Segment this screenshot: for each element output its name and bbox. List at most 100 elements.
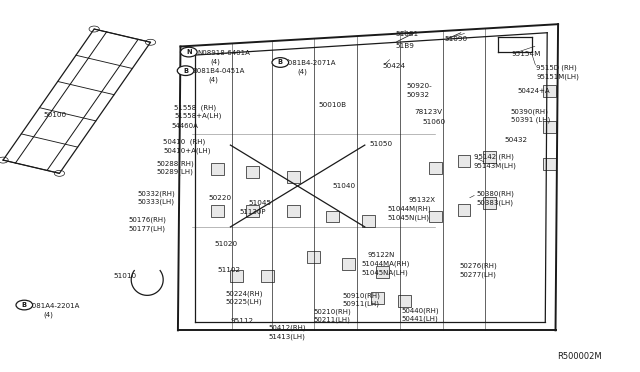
Text: 95112: 95112 <box>230 318 253 324</box>
Text: 50277(LH): 50277(LH) <box>460 271 497 278</box>
Text: 50177(LH): 50177(LH) <box>128 225 165 232</box>
Circle shape <box>177 66 194 76</box>
Text: 50210(RH): 50210(RH) <box>314 308 351 315</box>
Text: 50412(RH): 50412(RH) <box>269 325 307 331</box>
Text: 50288(RH): 50288(RH) <box>157 160 195 167</box>
Text: B081A4-2201A: B081A4-2201A <box>27 303 79 309</box>
Bar <box>362 215 375 227</box>
Text: 51413(LH): 51413(LH) <box>269 333 306 340</box>
Text: 95143M(LH): 95143M(LH) <box>474 162 516 169</box>
Text: N08918-6401A: N08918-6401A <box>197 50 250 56</box>
Text: 51044M(RH): 51044M(RH) <box>387 206 431 212</box>
Text: 50424: 50424 <box>383 63 406 69</box>
Bar <box>246 205 259 217</box>
Text: 51558+A(LH): 51558+A(LH) <box>174 113 221 119</box>
Text: 50332(RH): 50332(RH) <box>138 190 175 197</box>
Text: 50220: 50220 <box>208 195 231 201</box>
Bar <box>543 121 556 133</box>
Text: 50390(RH): 50390(RH) <box>511 108 548 115</box>
Text: 95132X: 95132X <box>408 197 435 203</box>
Bar <box>429 211 442 222</box>
Text: 50440(RH): 50440(RH) <box>402 307 440 314</box>
Bar <box>483 151 496 163</box>
Bar <box>376 266 389 278</box>
Text: 9515D (RH): 9515D (RH) <box>536 64 577 71</box>
Text: 51102: 51102 <box>218 267 241 273</box>
Text: 50010B: 50010B <box>319 102 347 108</box>
Text: 50932: 50932 <box>406 92 429 98</box>
Text: (4): (4) <box>44 311 53 318</box>
Bar <box>326 211 339 222</box>
Text: 50380(RH): 50380(RH) <box>477 191 515 198</box>
Text: 95142 (RH): 95142 (RH) <box>474 154 513 160</box>
Text: 50424+A: 50424+A <box>517 88 550 94</box>
Text: 50410+A(LH): 50410+A(LH) <box>163 147 211 154</box>
Text: 51045: 51045 <box>248 200 271 206</box>
Text: 50432: 50432 <box>504 137 527 142</box>
Text: 50441(LH): 50441(LH) <box>402 316 438 323</box>
Bar <box>261 270 274 282</box>
Bar <box>287 205 300 217</box>
Text: 95151M(LH): 95151M(LH) <box>536 73 579 80</box>
Text: 51010: 51010 <box>114 273 137 279</box>
Text: 51045NA(LH): 51045NA(LH) <box>362 269 408 276</box>
Text: 51090: 51090 <box>445 36 468 42</box>
Text: 51050: 51050 <box>369 141 392 147</box>
Text: 51020: 51020 <box>214 241 237 247</box>
Text: 50410  (RH): 50410 (RH) <box>163 139 205 145</box>
Text: 51060: 51060 <box>422 119 445 125</box>
Circle shape <box>272 58 289 67</box>
Text: B: B <box>22 302 27 308</box>
Text: 95154M: 95154M <box>512 51 541 57</box>
Bar <box>246 166 259 178</box>
Text: (4): (4) <box>298 68 307 75</box>
Text: (4): (4) <box>208 77 218 83</box>
Bar <box>211 205 224 217</box>
Bar <box>342 258 355 270</box>
Text: 51558  (RH): 51558 (RH) <box>174 105 216 111</box>
Bar <box>307 251 320 263</box>
Circle shape <box>180 47 197 57</box>
Bar <box>230 270 243 282</box>
Text: 50391 (LH): 50391 (LH) <box>511 116 550 123</box>
Text: 50176(RH): 50176(RH) <box>128 217 166 224</box>
Text: B: B <box>278 60 283 65</box>
Text: 51044MA(RH): 51044MA(RH) <box>362 261 410 267</box>
Bar <box>398 295 411 307</box>
Bar <box>543 85 556 97</box>
Text: B081B4-0451A: B081B4-0451A <box>192 68 244 74</box>
Bar <box>458 155 470 167</box>
Text: 51045N(LH): 51045N(LH) <box>387 214 429 221</box>
Text: 50910(RH): 50910(RH) <box>342 292 380 299</box>
Text: B: B <box>183 68 188 74</box>
Text: N: N <box>186 49 191 55</box>
Text: 50920-: 50920- <box>406 83 432 89</box>
Bar <box>429 162 442 174</box>
Text: (4): (4) <box>210 58 220 65</box>
Text: 95122N: 95122N <box>368 252 396 258</box>
Bar <box>211 163 224 175</box>
Text: 78123V: 78123V <box>415 109 443 115</box>
Text: B081B4-2071A: B081B4-2071A <box>284 60 336 66</box>
Text: 51B9: 51B9 <box>396 44 414 49</box>
Text: 50100: 50100 <box>44 112 67 118</box>
Bar <box>287 171 300 183</box>
Text: 50224(RH): 50224(RH) <box>225 291 263 297</box>
Text: 50383(LH): 50383(LH) <box>477 199 514 206</box>
Bar <box>458 204 470 216</box>
Text: 50911(LH): 50911(LH) <box>342 301 380 307</box>
Bar <box>371 292 384 304</box>
Text: 51081: 51081 <box>396 31 419 37</box>
Bar <box>543 158 556 170</box>
Text: 50225(LH): 50225(LH) <box>225 299 262 305</box>
Text: 51040: 51040 <box>333 183 356 189</box>
Text: 50211(LH): 50211(LH) <box>314 317 351 323</box>
Text: 54460A: 54460A <box>172 124 198 129</box>
Circle shape <box>16 300 33 310</box>
Text: 50289(LH): 50289(LH) <box>157 169 194 175</box>
Bar <box>483 197 496 209</box>
Text: R500002M: R500002M <box>557 352 602 361</box>
Text: 50276(RH): 50276(RH) <box>460 263 497 269</box>
Text: 51130P: 51130P <box>239 209 266 215</box>
Text: 50333(LH): 50333(LH) <box>138 198 175 205</box>
